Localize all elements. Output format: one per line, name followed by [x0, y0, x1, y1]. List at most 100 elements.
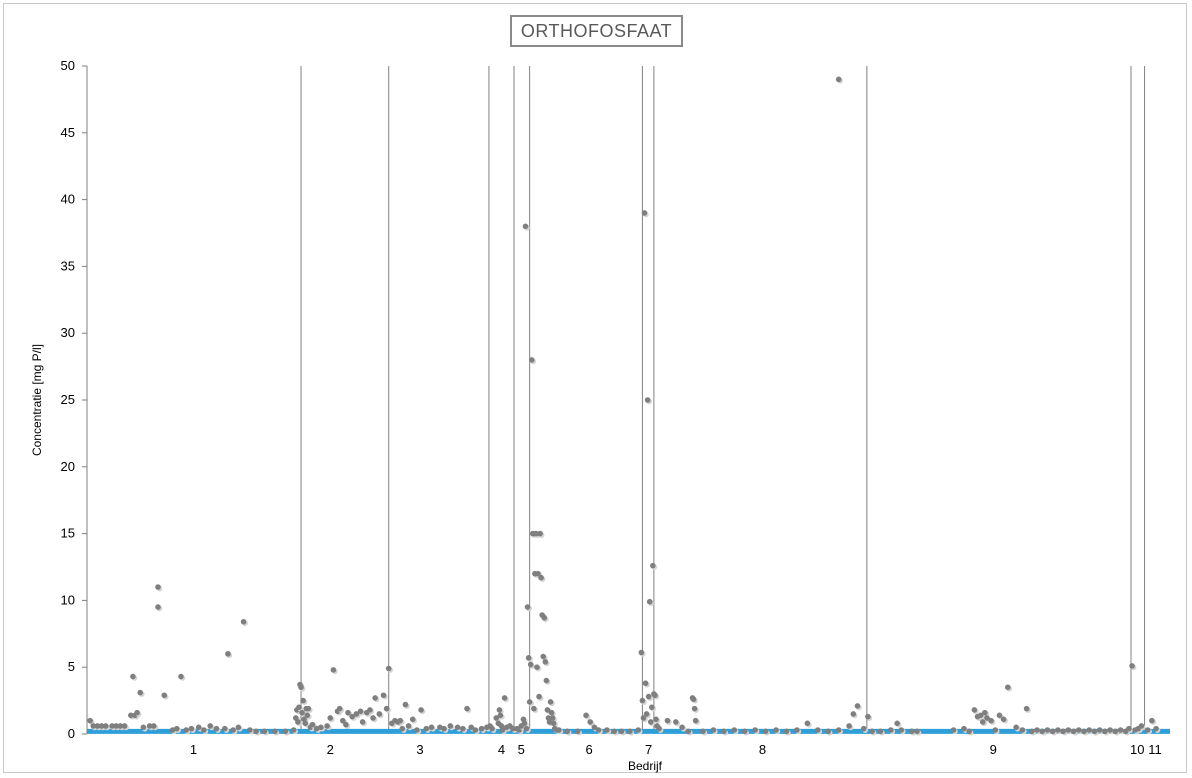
data-point: [90, 723, 97, 729]
data-point: [1076, 727, 1082, 733]
data-point: [835, 76, 842, 83]
data-point: [979, 719, 986, 725]
data-point: [521, 720, 528, 727]
data-point: [846, 723, 852, 729]
data-point: [574, 728, 581, 735]
data-point: [441, 725, 447, 732]
data-point: [1138, 723, 1145, 729]
data-point: [587, 719, 594, 725]
data-point: [151, 723, 157, 729]
data-point: [383, 705, 390, 712]
data-point: [397, 717, 404, 724]
data-point: [343, 721, 349, 728]
data-point: [1086, 727, 1093, 733]
data-point: [639, 697, 646, 704]
chart-title: ORTHOFOSFAAT: [510, 15, 683, 47]
data-point: [825, 728, 832, 735]
data-point: [591, 724, 598, 731]
data-point: [370, 715, 376, 721]
data-point: [524, 604, 531, 610]
data-point: [1117, 727, 1124, 733]
data-point: [1126, 725, 1132, 732]
x-category-label: 6: [586, 742, 593, 757]
data-point: [650, 562, 656, 569]
data-point: [1055, 727, 1061, 733]
data-point: [685, 728, 692, 735]
data-point: [454, 724, 461, 731]
data-point: [253, 728, 259, 735]
data-point: [542, 659, 549, 665]
data-point: [1091, 728, 1098, 735]
data-point: [673, 719, 679, 725]
data-point: [627, 728, 633, 735]
data-point: [835, 727, 842, 733]
data-point: [499, 727, 506, 733]
x-axis-title: Bedrijf: [628, 759, 663, 773]
data-point: [414, 727, 420, 733]
data-point: [94, 723, 101, 729]
x-category-label: 7: [645, 742, 652, 757]
data-point: [1013, 724, 1019, 731]
data-point: [282, 728, 289, 735]
data-point: [1149, 717, 1155, 724]
data-point: [290, 727, 297, 733]
data-point: [117, 723, 124, 729]
data-point: [961, 725, 967, 732]
data-point: [1129, 663, 1135, 669]
data-point: [541, 614, 548, 621]
data-point: [460, 725, 466, 732]
data-point: [195, 724, 202, 731]
data-point: [1023, 705, 1030, 712]
data-point: [700, 728, 706, 735]
data-point: [367, 707, 373, 713]
data-point: [102, 723, 109, 729]
data-point: [679, 724, 685, 731]
data-point: [261, 728, 268, 735]
y-axis-title: Concentratie [mg P/l]: [30, 344, 44, 456]
data-point: [489, 725, 495, 732]
data-point: [647, 719, 654, 725]
y-tick-label: 35: [61, 258, 75, 273]
data-point: [656, 725, 662, 732]
data-point: [649, 704, 655, 711]
data-point: [98, 723, 105, 729]
data-point: [161, 692, 168, 699]
data-point: [300, 697, 306, 704]
data-point: [877, 728, 884, 735]
data-point: [721, 728, 727, 735]
data-point: [645, 693, 652, 700]
data-point: [543, 677, 550, 684]
data-point: [564, 728, 571, 735]
data-point: [1102, 728, 1108, 735]
x-category-label: 3: [416, 742, 423, 757]
data-point: [497, 712, 504, 719]
data-point: [536, 693, 542, 700]
data-point: [641, 210, 648, 216]
data-point: [898, 727, 905, 733]
data-point: [405, 723, 412, 729]
data-point: [478, 725, 485, 732]
data-point: [731, 727, 738, 733]
data-point: [550, 720, 557, 727]
data-point: [1049, 728, 1056, 735]
data-point: [992, 727, 999, 733]
data-point: [583, 712, 589, 719]
data-point: [1081, 728, 1087, 735]
data-point: [510, 725, 516, 732]
data-point: [353, 711, 360, 717]
data-point: [537, 530, 543, 537]
data-point: [501, 695, 508, 701]
data-point: [121, 723, 128, 729]
data-point: [302, 720, 308, 727]
data-point: [611, 728, 618, 735]
x-category-label: 10: [1130, 742, 1144, 757]
data-point: [534, 664, 540, 670]
data-point: [547, 699, 554, 705]
data-point: [664, 717, 671, 724]
data-point: [109, 723, 115, 729]
data-point: [1005, 684, 1011, 691]
data-point: [380, 692, 387, 699]
data-point: [996, 712, 1003, 719]
data-point: [1112, 728, 1119, 735]
data-point: [305, 705, 312, 712]
